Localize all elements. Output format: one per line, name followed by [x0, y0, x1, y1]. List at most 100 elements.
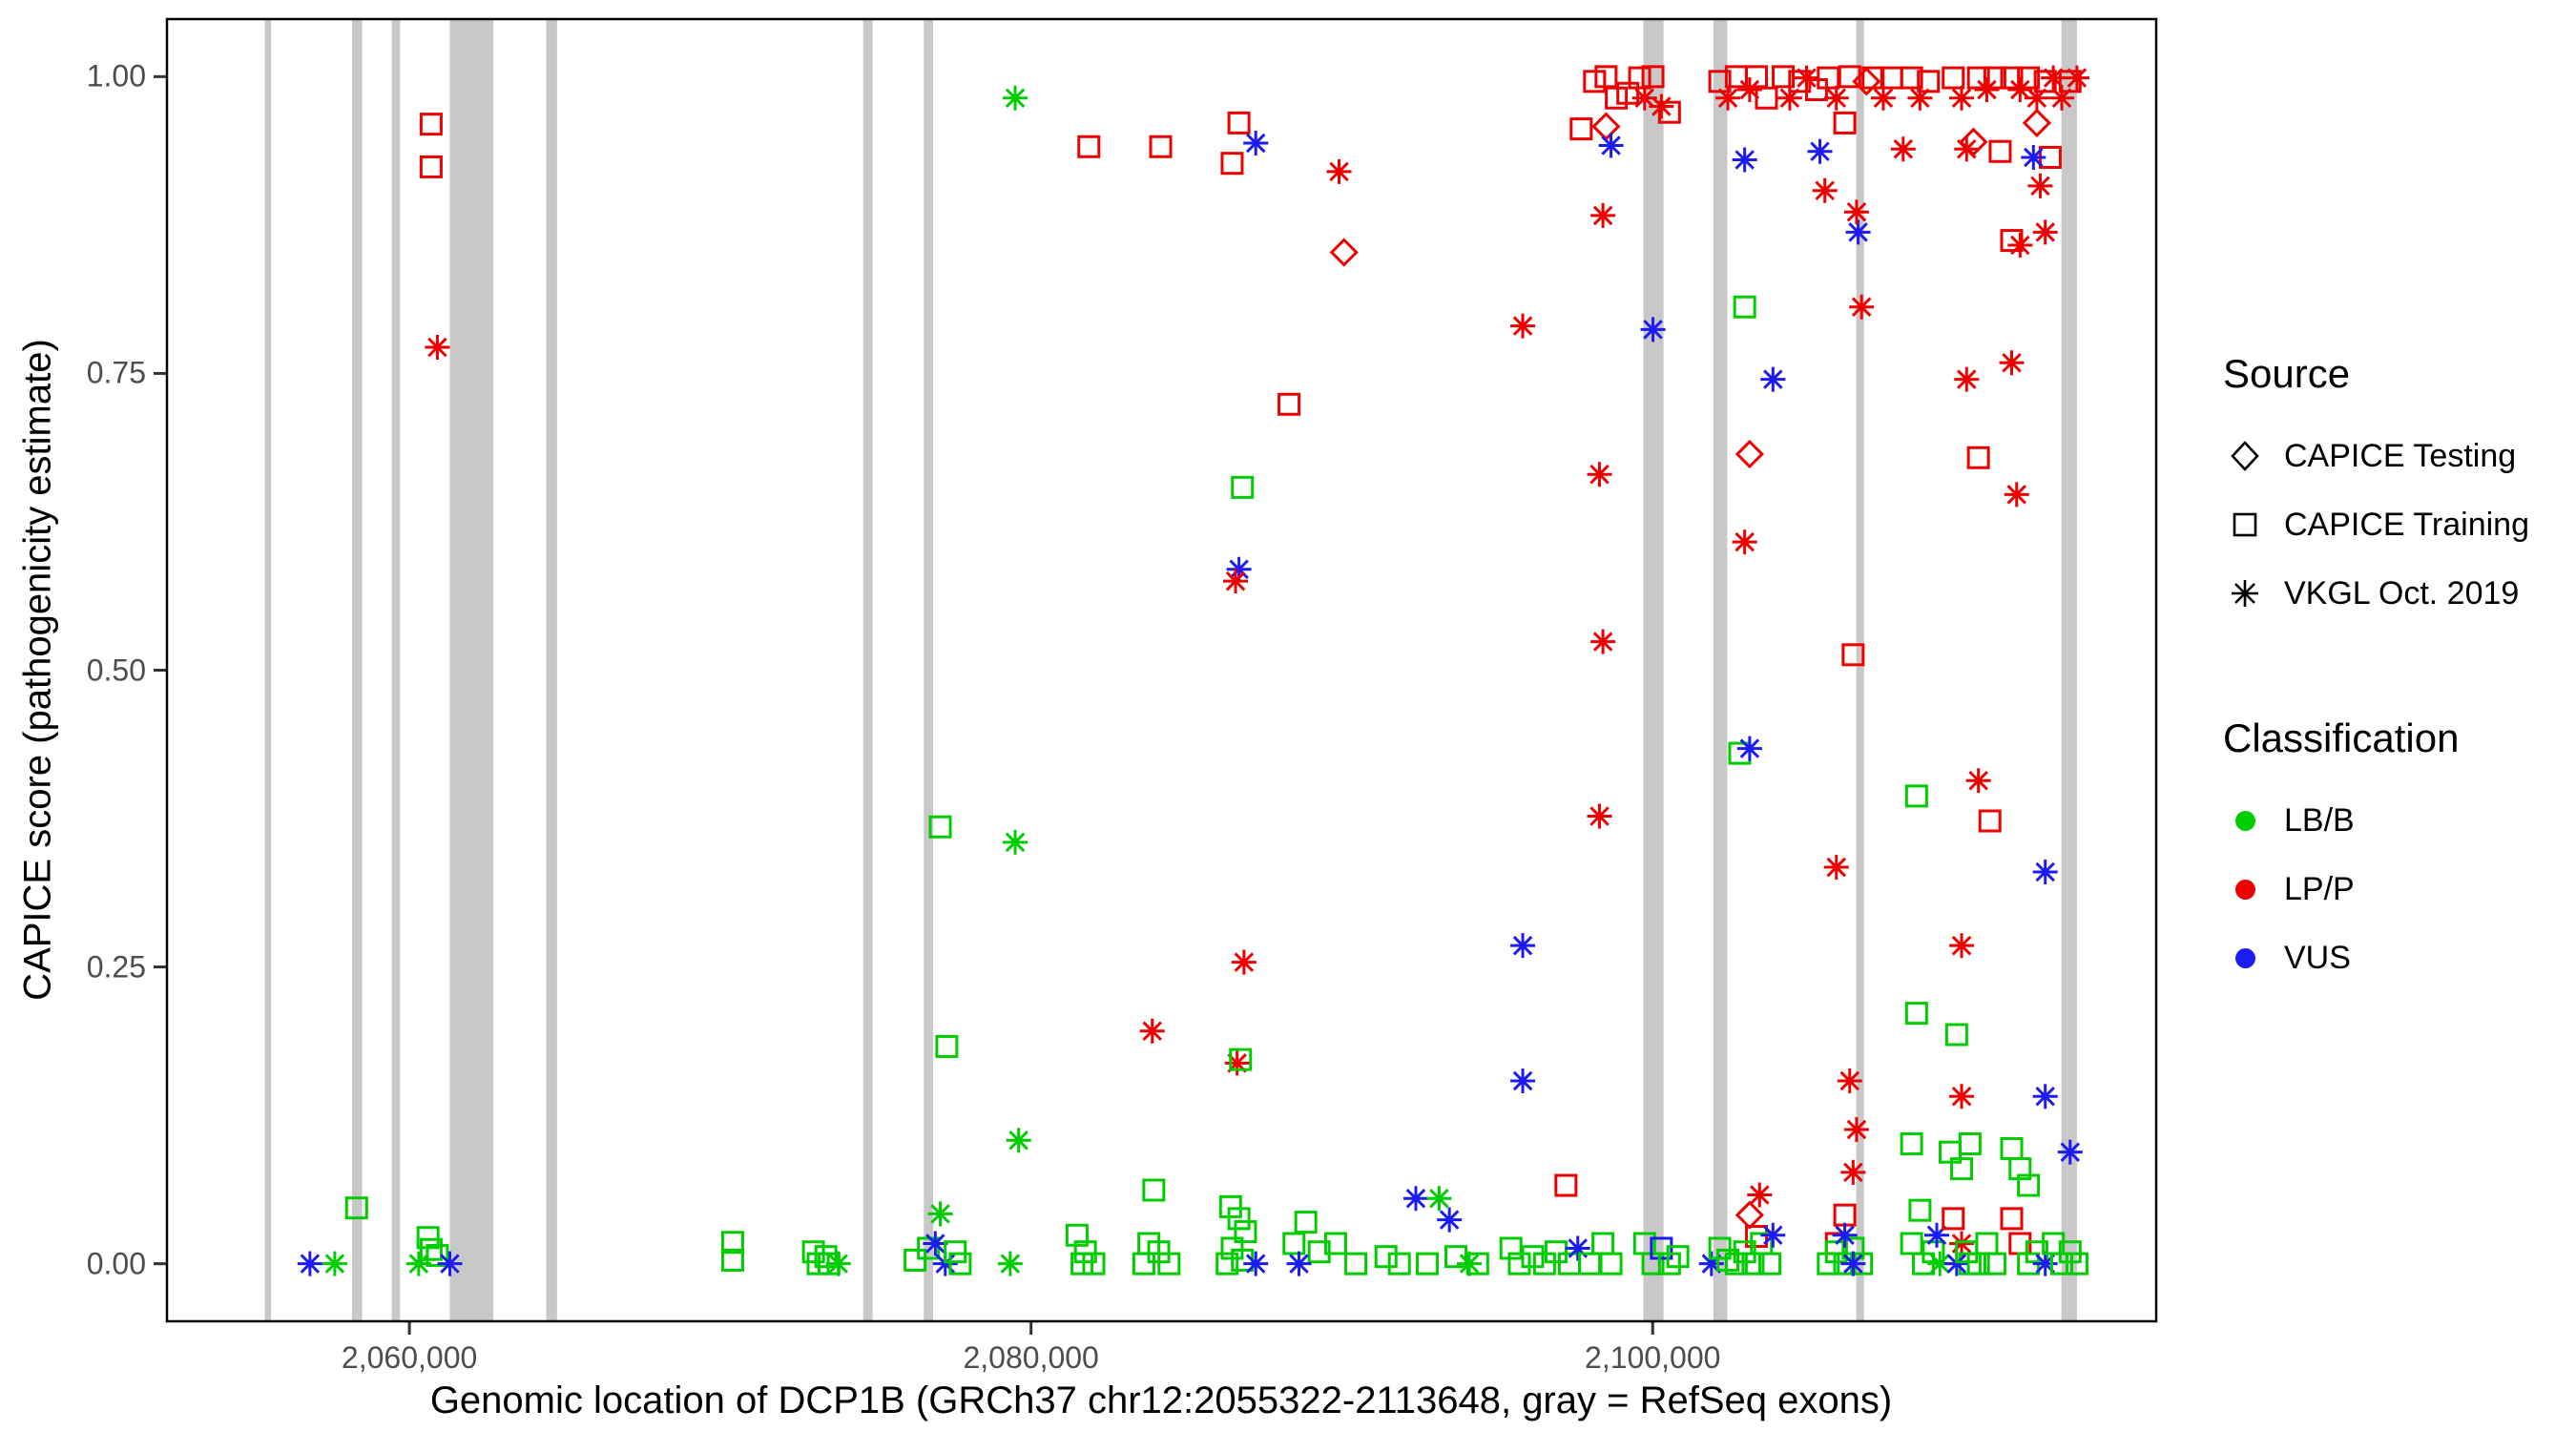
point-asterisk — [1590, 202, 1616, 228]
y-tick-label: 0.75 — [86, 355, 146, 390]
point-diamond — [2022, 108, 2052, 137]
legend-source-item-diamond: CAPICE Testing — [2223, 422, 2529, 490]
point-square — [1070, 1252, 1094, 1275]
point-asterisk — [1223, 569, 1249, 594]
point-square — [1841, 643, 1865, 667]
legend-label: CAPICE Training — [2284, 506, 2529, 543]
x-tick-label: 2,080,000 — [963, 1340, 1099, 1375]
point-square — [1157, 1252, 1181, 1275]
point-asterisk — [1732, 529, 1757, 555]
point-square — [1231, 475, 1255, 499]
point-square — [1833, 111, 1857, 135]
point-square — [419, 1237, 443, 1261]
point-asterisk — [825, 1251, 851, 1276]
point-square — [426, 1243, 449, 1267]
point-square — [1817, 1252, 1840, 1275]
point-asterisk — [2004, 482, 2029, 508]
point-square — [1708, 1236, 1732, 1260]
point-asterisk — [1823, 85, 1849, 111]
point-square — [2065, 1252, 2088, 1275]
point-asterisk — [2048, 85, 2074, 111]
point-square — [1521, 1245, 1545, 1269]
point-square — [1215, 1252, 1239, 1275]
point-asterisk — [1840, 1251, 1866, 1276]
point-asterisk — [2041, 65, 2067, 91]
point-asterisk — [1760, 366, 1786, 392]
point-asterisk — [2007, 233, 2033, 259]
point-asterisk — [1006, 1128, 1031, 1153]
exon-band — [2061, 19, 2077, 1321]
exon-bands — [264, 19, 2077, 1321]
point-square — [1988, 139, 2012, 163]
point-asterisk — [1776, 85, 1802, 111]
point-asterisk — [1003, 829, 1028, 855]
exon-band — [546, 19, 557, 1321]
legend-label: CAPICE Testing — [2284, 437, 2517, 474]
point-square — [1983, 66, 2006, 90]
point-square — [1900, 1131, 1923, 1155]
point-square — [935, 1034, 959, 1058]
point-square — [1149, 135, 1173, 158]
point-asterisk — [1843, 1117, 1869, 1143]
point-square — [1758, 1252, 1782, 1275]
point-asterisk — [1943, 1251, 1969, 1276]
exon-band — [924, 19, 934, 1321]
point-square — [1942, 1207, 1965, 1231]
legend-label: LP/P — [2284, 870, 2355, 907]
point-asterisk — [1890, 136, 1916, 162]
point-asterisk — [1837, 1068, 1862, 1094]
point-asterisk — [1286, 1251, 1312, 1276]
point-asterisk — [1649, 93, 1674, 119]
point-square — [1772, 65, 1796, 89]
point-diamond — [1852, 67, 1881, 96]
point-square — [1966, 66, 1990, 90]
point-square — [1132, 1252, 1155, 1275]
point-square — [1344, 1252, 1368, 1275]
point-square — [1387, 1252, 1411, 1275]
point-asterisk — [1565, 1235, 1590, 1261]
point-asterisk — [1226, 556, 1252, 582]
legend-source-items: CAPICE Testing CAPICE Training VKGL Oct. 2… — [2223, 422, 2529, 628]
point-square — [1220, 152, 1244, 176]
point-square — [1569, 117, 1593, 141]
point-square — [1900, 66, 1923, 90]
point-square — [948, 1252, 972, 1275]
point-asterisk — [1598, 133, 1624, 158]
point-asterisk — [1326, 158, 1352, 184]
point-asterisk — [1812, 177, 1838, 203]
point-asterisk — [1949, 85, 1975, 111]
point-square — [1917, 70, 1941, 93]
asterisk-icon — [2223, 571, 2267, 615]
point-square — [1904, 784, 1928, 808]
y-tick-label: 0.25 — [86, 949, 146, 985]
point-square — [1416, 1252, 1440, 1275]
point-square — [1507, 1252, 1531, 1275]
point-square — [720, 1231, 744, 1255]
point-square — [2058, 1240, 2082, 1264]
point-square — [1082, 1252, 1106, 1275]
point-asterisk — [1843, 199, 1869, 225]
data-points — [297, 65, 2089, 1276]
diamond-icon — [2223, 434, 2267, 478]
exon-band — [351, 19, 363, 1321]
legend-source-title: Source — [2223, 351, 2351, 396]
point-square — [344, 1196, 368, 1220]
panel-background — [167, 19, 2156, 1321]
point-square — [1650, 1236, 1673, 1260]
exon-band — [449, 19, 494, 1321]
point-square — [419, 155, 443, 178]
point-asterisk — [1747, 1182, 1773, 1208]
point-square — [1733, 295, 1756, 319]
point-asterisk — [1139, 1018, 1165, 1044]
point-asterisk — [923, 1231, 948, 1256]
point-square — [1444, 1245, 1468, 1269]
point-asterisk — [927, 1201, 953, 1227]
point-square — [2000, 229, 2024, 253]
legend-classification-items: LB/B LP/P VUS — [2223, 786, 2529, 992]
point-square — [1950, 1157, 1974, 1181]
point-asterisk — [425, 335, 450, 361]
exon-band — [391, 19, 401, 1321]
point-asterisk — [2032, 1251, 2058, 1276]
point-asterisk — [1698, 1251, 1724, 1276]
point-asterisk — [1954, 366, 1980, 392]
